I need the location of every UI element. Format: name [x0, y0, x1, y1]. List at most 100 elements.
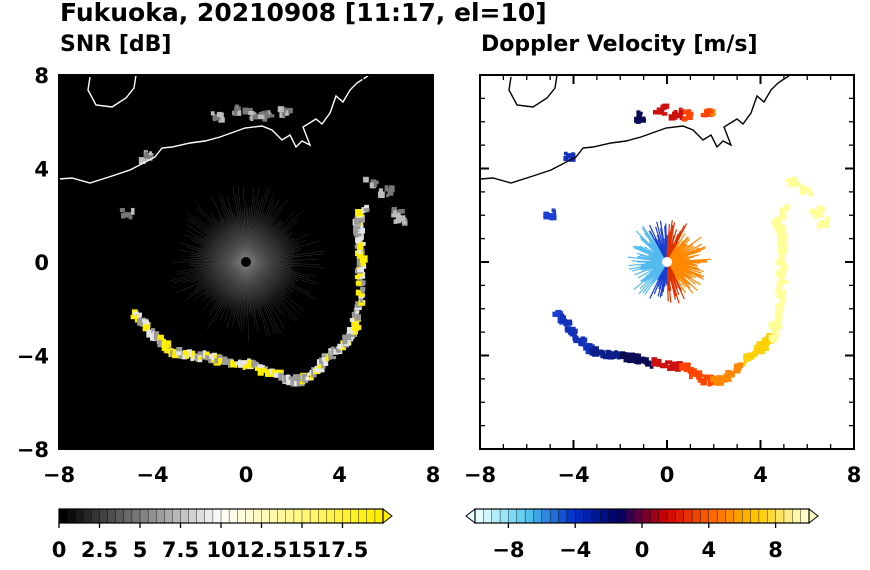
snr-noise-ray	[245, 261, 315, 285]
vel-echo-cell	[776, 281, 785, 286]
snr-echo-cell	[354, 217, 361, 224]
snr-noise-ray	[187, 219, 247, 263]
snr-echo-cell	[241, 360, 248, 366]
snr-echo-cell	[264, 110, 269, 118]
vel-echo-cell	[777, 228, 785, 236]
vel-echo-cell	[630, 355, 636, 363]
snr-echo-cell	[311, 367, 315, 375]
snr-colorbar-cell	[164, 508, 173, 524]
vel-echo-cell	[572, 328, 578, 334]
snr-echo-cell	[395, 212, 401, 217]
vel-echo-cell	[779, 308, 784, 312]
vel-echo-cell	[563, 318, 568, 327]
snr-noise-ray	[245, 261, 268, 336]
snr-echo-cell	[134, 314, 139, 323]
vel-echo-cell	[780, 289, 786, 295]
snr-colorbar-cell	[172, 508, 181, 524]
snr-colorbar-cell	[83, 508, 92, 524]
snr-echo-cell	[212, 114, 219, 121]
vel-echo-cell	[764, 336, 768, 344]
snr-noise-ray	[245, 240, 299, 263]
snr-echo-cell	[323, 361, 329, 366]
snr-noise-ray	[245, 261, 324, 268]
snr-echo-cell	[218, 358, 226, 364]
snr-colorbar-label: 2.5	[81, 538, 118, 562]
snr-colorbar-cell	[309, 508, 319, 524]
snr-echo-cell	[353, 325, 362, 330]
snr-echo-cell	[290, 378, 297, 387]
vel-echo-cell	[781, 263, 788, 271]
velocity-colorbar-cell	[516, 508, 526, 524]
snr-noise-ray	[213, 261, 247, 301]
snr-echo-cell	[202, 350, 207, 358]
snr-echo-cell	[305, 372, 309, 380]
velocity-colorbar-cell	[641, 508, 651, 524]
snr-noise-ray	[245, 261, 297, 322]
snr-echo-cell	[359, 294, 363, 303]
snr-colorbar-cell	[326, 508, 335, 524]
snr-echo-cell	[247, 359, 254, 368]
snr-noise-ray	[226, 195, 247, 263]
snr-echo-cell	[142, 319, 147, 323]
snr-echo-cell	[355, 289, 362, 296]
vel-echo-cell	[772, 322, 777, 327]
vel-echo-cell	[780, 211, 787, 219]
snr-noise-ray	[245, 225, 273, 263]
snr-noise-ray	[178, 242, 247, 263]
snr-colorbar-cell	[261, 508, 271, 524]
snr-noise-ray	[198, 261, 247, 282]
snr-noise-ray	[185, 261, 247, 300]
snr-noise-ray	[233, 212, 247, 263]
vel-echo-cell	[751, 351, 755, 357]
vel-echo-cell	[723, 375, 728, 382]
snr-noise-ray	[245, 261, 296, 285]
snr-echo-cell	[360, 242, 366, 246]
velocity-colorbar-cell	[716, 508, 727, 524]
snr-echo-cell	[121, 212, 126, 219]
snr-noise-ray	[245, 261, 304, 311]
velocity-center-ray	[671, 260, 707, 263]
snr-echo-cell	[148, 151, 153, 156]
snr-colorbar-cell	[180, 508, 190, 524]
vel-echo-cell	[747, 352, 754, 357]
snr-colorbar-cell	[318, 508, 327, 524]
snr-noise-ray	[245, 261, 295, 282]
snr-echo-cell	[124, 212, 131, 216]
snr-echo-cell	[221, 361, 229, 365]
snr-colorbar: 0 2.5 5 7.5 10 12.5 15 17.5	[52, 507, 393, 562]
snr-noise-ray	[245, 259, 318, 263]
vel-echo-cell	[710, 375, 717, 383]
snr-echo-cell	[234, 104, 239, 109]
snr-echo-cell	[268, 114, 275, 118]
snr-noise-ray	[245, 199, 275, 263]
snr-noise-ray	[245, 261, 291, 295]
velocity-colorbar-cell	[700, 508, 710, 524]
snr-noise-ray	[245, 205, 274, 263]
snr-echo-cell	[297, 376, 304, 380]
vel-echo-cell	[578, 339, 585, 347]
snr-noise-ray	[245, 261, 279, 334]
snr-colorbar-cell	[285, 508, 295, 524]
snr-colorbar-cell	[147, 508, 157, 524]
snr-echo-cell	[257, 367, 264, 376]
snr-noise-ray	[245, 261, 290, 288]
snr-echo-cell	[234, 362, 238, 368]
velocity-colorbar-cell	[566, 508, 576, 524]
vel-echo-cell	[570, 157, 576, 162]
snr-echo-cell	[239, 361, 245, 367]
snr-noise-ray	[245, 250, 326, 263]
snr-noise-ray	[245, 238, 295, 263]
vel-echo-cell	[705, 374, 714, 380]
velocity-echo-band	[543, 103, 830, 387]
vel-echo-cell	[779, 207, 786, 215]
velocity-colorbar-cell	[767, 508, 777, 524]
snr-echo-cell	[360, 259, 366, 267]
snr-noise-ray	[245, 253, 323, 263]
snr-echo-cell	[373, 182, 377, 188]
vel-echo-cell	[551, 214, 557, 221]
snr-echo-cell	[339, 345, 346, 351]
velocity-colorbar-cell	[792, 508, 802, 524]
snr-noise-ray	[240, 261, 247, 332]
vel-echo-cell	[548, 213, 553, 218]
vel-echo-cell	[776, 258, 783, 266]
